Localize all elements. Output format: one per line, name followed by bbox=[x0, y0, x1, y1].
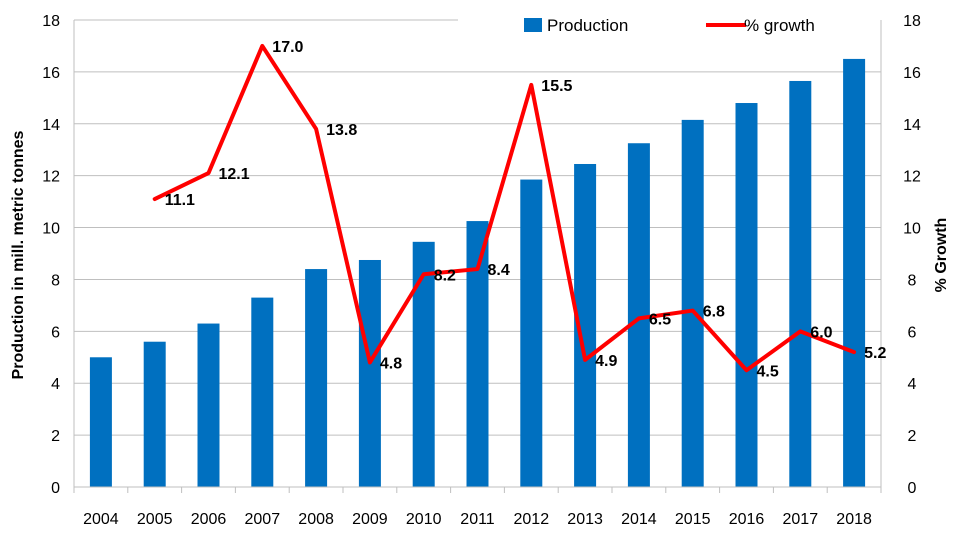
y2-tick-label: 18 bbox=[903, 13, 921, 30]
bar-production bbox=[789, 80, 812, 487]
x-tick-label: 2004 bbox=[83, 511, 119, 528]
growth-data-label: 13.8 bbox=[326, 122, 357, 139]
x-tick-label: 2017 bbox=[783, 511, 819, 528]
growth-data-label: 6.0 bbox=[810, 324, 832, 341]
bar-production bbox=[843, 58, 866, 488]
bar-production bbox=[574, 163, 597, 487]
bar-production bbox=[412, 241, 435, 487]
bar-production bbox=[251, 297, 274, 487]
y2-tick-label: 12 bbox=[903, 169, 921, 186]
growth-data-label: 11.1 bbox=[165, 192, 195, 209]
y2-tick-label: 2 bbox=[908, 428, 917, 445]
y2-tick-label: 8 bbox=[908, 272, 917, 289]
y2-tick-label: 16 bbox=[903, 65, 921, 82]
growth-data-label: 15.5 bbox=[541, 78, 572, 95]
x-tick-label: 2013 bbox=[567, 511, 603, 528]
growth-data-label: 4.8 bbox=[380, 355, 402, 372]
y-tick-label: 18 bbox=[42, 13, 60, 30]
growth-line-path bbox=[152, 43, 857, 373]
y2-tick-label: 10 bbox=[903, 221, 921, 238]
y-tick-label: 10 bbox=[42, 221, 60, 238]
x-tick-label: 2016 bbox=[729, 511, 765, 528]
y2-tick-label: 6 bbox=[908, 324, 917, 341]
bar-production bbox=[305, 269, 328, 487]
growth-data-label: 17.0 bbox=[272, 39, 303, 56]
y-tick-label: 16 bbox=[42, 65, 60, 82]
bar-production bbox=[197, 323, 220, 487]
x-tick-label: 2006 bbox=[191, 511, 227, 528]
growth-line bbox=[152, 43, 857, 373]
data-labels: 11.1 12.1 17.0 13.8 4.8 8.2 8.4 15.5 4.9 6.5 6.8 4.… bbox=[165, 39, 887, 380]
y-tick-label: 12 bbox=[42, 169, 60, 186]
bar-production bbox=[735, 103, 758, 488]
x-tick-label: 2018 bbox=[836, 511, 872, 528]
y-tick-label: 2 bbox=[51, 428, 60, 445]
y-tick-label: 0 bbox=[51, 480, 60, 497]
bar-production bbox=[520, 179, 543, 487]
tick-labels: 0 2 4 6 8 10 12 14 16 18 0 2 4 6 8 10 12 14 16 18 2004 2005 20… bbox=[42, 13, 921, 528]
axes bbox=[73, 20, 882, 493]
bar-production bbox=[89, 357, 112, 487]
y-tick-label: 8 bbox=[51, 272, 60, 289]
growth-data-label: 8.2 bbox=[434, 267, 456, 284]
x-tick-label: 2009 bbox=[352, 511, 388, 528]
x-tick-label: 2015 bbox=[675, 511, 711, 528]
legend: Production % growth bbox=[524, 16, 815, 35]
growth-data-label: 4.9 bbox=[595, 353, 617, 370]
growth-data-label: 12.1 bbox=[219, 166, 250, 183]
bar-production bbox=[358, 259, 381, 487]
production-bars bbox=[89, 58, 866, 488]
growth-data-label: 6.8 bbox=[703, 304, 725, 321]
y2-tick-label: 4 bbox=[908, 376, 917, 393]
y2-tick-label: 0 bbox=[908, 480, 917, 497]
bar-production bbox=[627, 143, 650, 487]
bar-production bbox=[143, 341, 166, 487]
bar-production bbox=[466, 221, 489, 487]
legend-growth-label: % growth bbox=[744, 16, 815, 35]
x-tick-label: 2010 bbox=[406, 511, 442, 528]
bar-production bbox=[681, 119, 704, 487]
growth-data-label: 6.5 bbox=[649, 311, 671, 328]
y2-tick-label: 14 bbox=[903, 117, 921, 134]
growth-data-label: 5.2 bbox=[864, 345, 886, 362]
growth-data-label: 4.5 bbox=[757, 363, 779, 380]
x-tick-label: 2007 bbox=[245, 511, 281, 528]
y2-axis-title: % Growth bbox=[933, 218, 950, 293]
x-tick-label: 2005 bbox=[137, 511, 173, 528]
x-tick-label: 2011 bbox=[460, 511, 495, 528]
x-tick-label: 2012 bbox=[514, 511, 550, 528]
y-tick-label: 14 bbox=[42, 117, 60, 134]
y-tick-label: 4 bbox=[51, 376, 60, 393]
legend-production-swatch bbox=[524, 18, 542, 32]
growth-data-label: 8.4 bbox=[488, 262, 510, 279]
legend-production-label: Production bbox=[547, 16, 628, 35]
y-tick-label: 6 bbox=[51, 324, 60, 341]
x-tick-label: 2008 bbox=[298, 511, 334, 528]
x-tick-label: 2014 bbox=[621, 511, 657, 528]
y-axis-title: Production in mill. metric tonnes bbox=[10, 130, 27, 379]
